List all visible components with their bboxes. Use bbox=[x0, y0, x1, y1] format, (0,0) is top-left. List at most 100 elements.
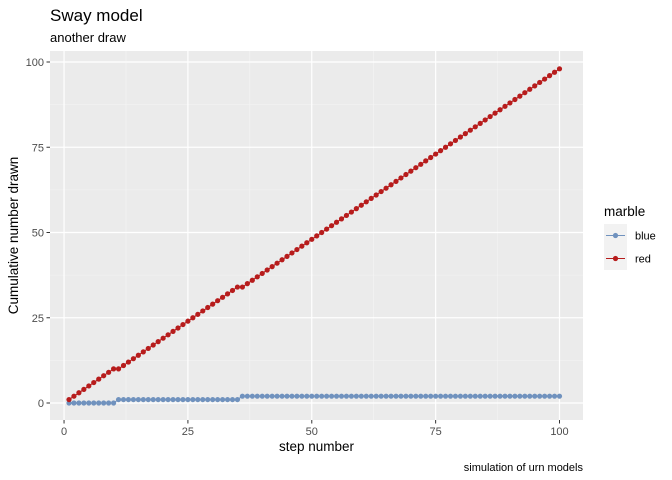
data-point-red bbox=[264, 267, 270, 273]
data-point-red bbox=[522, 90, 528, 96]
data-point-blue bbox=[224, 396, 231, 403]
chart-title: Sway model bbox=[50, 6, 143, 25]
x-tick-label: 75 bbox=[430, 426, 442, 438]
data-point-red bbox=[150, 342, 156, 348]
data-point-blue bbox=[546, 393, 553, 399]
data-point-blue bbox=[185, 396, 191, 403]
data-point-red bbox=[413, 165, 419, 171]
data-point-blue bbox=[215, 396, 221, 403]
data-point-red bbox=[512, 96, 518, 103]
series-layer bbox=[66, 66, 563, 406]
data-point-red bbox=[205, 304, 211, 311]
data-point-blue bbox=[150, 396, 156, 403]
data-point-blue bbox=[110, 400, 117, 406]
data-point-blue bbox=[234, 396, 241, 403]
data-point-red bbox=[502, 103, 508, 109]
data-point-blue bbox=[175, 396, 181, 403]
data-point-red bbox=[165, 332, 171, 338]
y-tick-label: 100 bbox=[26, 57, 44, 69]
data-point-blue bbox=[299, 393, 305, 399]
data-point-red bbox=[551, 69, 558, 75]
legend-title: marble bbox=[604, 204, 645, 219]
data-point-blue bbox=[497, 393, 503, 399]
data-point-blue bbox=[254, 393, 260, 399]
y-tick-label: 50 bbox=[32, 228, 44, 240]
data-point-red bbox=[348, 209, 355, 215]
data-point-red bbox=[259, 270, 265, 277]
x-tick-label: 25 bbox=[182, 426, 194, 438]
data-point-blue bbox=[398, 393, 404, 399]
data-point-red bbox=[284, 253, 290, 259]
data-point-blue bbox=[96, 400, 102, 406]
data-point-blue bbox=[264, 393, 270, 399]
data-point-blue bbox=[115, 396, 122, 403]
data-point-blue bbox=[140, 396, 146, 403]
data-point-red bbox=[368, 195, 374, 201]
data-point-blue bbox=[249, 393, 255, 399]
data-point-red bbox=[507, 100, 513, 106]
data-point-red bbox=[81, 386, 87, 392]
major-gridlines bbox=[50, 51, 583, 420]
data-point-blue bbox=[467, 393, 473, 399]
data-point-red bbox=[482, 117, 488, 123]
x-tick-label: 0 bbox=[61, 426, 67, 438]
data-point-blue bbox=[328, 393, 335, 399]
data-point-red bbox=[388, 182, 394, 188]
data-point-blue bbox=[527, 393, 533, 399]
data-point-red bbox=[190, 315, 196, 321]
data-point-blue bbox=[482, 393, 488, 399]
x-tick-label: 100 bbox=[550, 426, 568, 438]
data-point-blue bbox=[200, 396, 206, 403]
data-point-red bbox=[125, 359, 132, 365]
data-point-red bbox=[467, 127, 473, 133]
data-point-red bbox=[155, 339, 161, 345]
data-point-red bbox=[66, 396, 72, 403]
data-point-red bbox=[215, 298, 221, 304]
data-point-red bbox=[546, 73, 553, 79]
data-point-blue bbox=[145, 396, 151, 403]
data-point-red bbox=[472, 124, 478, 130]
data-point-blue bbox=[239, 393, 246, 399]
data-point-blue bbox=[309, 393, 315, 399]
data-point-blue bbox=[462, 393, 468, 399]
data-point-blue bbox=[91, 400, 97, 406]
data-point-blue bbox=[324, 393, 330, 399]
data-point-blue bbox=[284, 393, 290, 399]
data-point-blue bbox=[319, 393, 325, 399]
data-point-red bbox=[274, 260, 280, 266]
data-point-red bbox=[219, 294, 226, 300]
data-point-blue bbox=[383, 393, 389, 399]
data-point-red bbox=[115, 366, 122, 372]
data-point-blue bbox=[413, 393, 419, 399]
data-point-red bbox=[86, 383, 92, 389]
data-point-red bbox=[373, 192, 379, 198]
data-point-red bbox=[224, 291, 231, 297]
data-point-blue bbox=[358, 393, 364, 399]
data-point-red bbox=[135, 352, 141, 358]
data-point-red bbox=[378, 188, 384, 195]
data-point-blue bbox=[542, 393, 548, 399]
data-point-red bbox=[428, 154, 434, 161]
data-point-blue bbox=[165, 396, 171, 403]
data-point-blue bbox=[517, 393, 523, 399]
data-point-blue bbox=[190, 396, 196, 403]
data-point-red bbox=[140, 349, 146, 355]
data-point-red bbox=[160, 335, 166, 341]
data-point-blue bbox=[180, 396, 186, 403]
data-point-blue bbox=[155, 396, 161, 403]
data-point-red bbox=[437, 148, 444, 154]
x-tick-label: 50 bbox=[306, 426, 318, 438]
axis-ticks bbox=[46, 61, 560, 424]
data-point-red bbox=[497, 107, 503, 113]
data-point-red bbox=[195, 311, 201, 317]
data-point-blue bbox=[442, 393, 449, 399]
data-point-blue bbox=[135, 396, 141, 403]
legend-label-blue: blue bbox=[635, 231, 656, 243]
data-point-red bbox=[304, 240, 310, 246]
data-point-blue bbox=[130, 396, 137, 403]
data-point-blue bbox=[210, 396, 216, 403]
data-point-blue bbox=[502, 393, 508, 399]
y-axis-title: Cumulative number drawn bbox=[6, 157, 21, 315]
data-point-blue bbox=[120, 396, 127, 403]
series-line-red bbox=[68, 68, 560, 401]
